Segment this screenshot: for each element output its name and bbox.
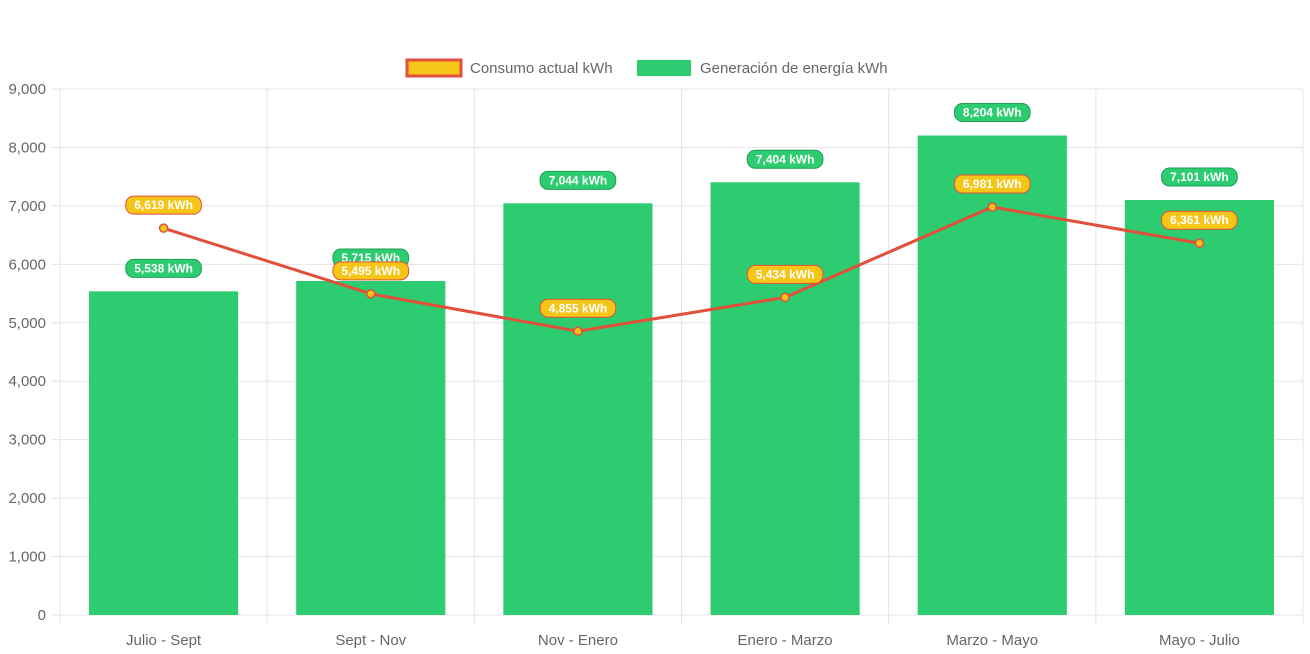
line-data-label: 6,981 kWh (953, 174, 1031, 194)
line-data-label-bg (1161, 210, 1238, 230)
bar-data-label-text: 8,204 kWh (963, 106, 1022, 120)
y-tick-label: 1,000 (8, 549, 46, 566)
line-data-label: 5,495 kWh (332, 261, 410, 281)
x-tick-label: Nov - Enero (538, 632, 618, 649)
line-data-label: 6,619 kWh (125, 195, 202, 215)
bar-data-label: 7,044 kWh (539, 170, 617, 190)
y-tick-label: 7,000 (8, 198, 46, 215)
y-tick-label: 3,000 (8, 432, 46, 449)
bar-data-label-text: 7,101 kWh (1170, 170, 1229, 184)
x-axis: Julio - Sept Sept - Nov Nov - Enero Enero -… (126, 632, 1240, 649)
legend-swatch-consumo (405, 58, 463, 78)
line-point (158, 223, 169, 233)
y-tick-label: 8,000 (8, 139, 46, 156)
bar-data-label-text: 7,044 kWh (549, 173, 608, 187)
line-data-label: 4,855 kWh (539, 298, 617, 318)
x-tick-label: Julio - Sept (126, 632, 202, 649)
x-tick-label: Marzo - Mayo (946, 632, 1038, 649)
y-tick-label: 9,000 (8, 81, 46, 98)
bar-data-label: 7,101 kWh (1161, 167, 1238, 187)
bar-data-label: 8,204 kWh (953, 103, 1031, 123)
bar-data-label-bg (1161, 167, 1238, 187)
legend-item-consumo[interactable]: Consumo actual kWh (405, 58, 613, 78)
line-point (366, 289, 376, 299)
bar (503, 203, 653, 616)
line-series (158, 202, 1205, 337)
consumption-line (163, 205, 1200, 333)
line-data-label-text: 5,434 kWh (756, 267, 815, 281)
line-data-label-bg (332, 261, 410, 281)
line-point (780, 292, 790, 303)
bar-data-label-text: 5,538 kWh (134, 261, 193, 275)
y-tick-label: 0 (38, 607, 46, 624)
x-tick-label: Sept - Nov (335, 632, 406, 649)
y-tick-label: 6,000 (8, 256, 46, 273)
legend-item-generacion[interactable]: Generación de energía kWh (637, 60, 888, 77)
bar (710, 182, 860, 615)
bar (1124, 199, 1274, 615)
bar-data-label: 5,538 kWh (125, 258, 202, 278)
bar (296, 280, 446, 615)
line-data-label-text: 5,495 kWh (341, 264, 400, 278)
line-point (987, 202, 997, 212)
bar-data-label: 7,404 kWh (746, 149, 824, 169)
line-data-label-bg (539, 298, 617, 318)
bar (89, 291, 239, 615)
y-tick-label: 5,000 (8, 315, 46, 332)
bar-data-label-bg (746, 149, 824, 169)
x-tick-label: Enero - Marzo (738, 632, 833, 649)
line-point (573, 326, 583, 337)
line-data-label-text: 6,981 kWh (963, 177, 1022, 191)
bar-data-label-bg (125, 258, 202, 278)
legend: Consumo actual kWh Generación de energía… (405, 58, 888, 78)
line-data-label-text: 6,361 kWh (1170, 213, 1229, 227)
legend-swatch-generacion (637, 60, 691, 76)
bar-data-label-bg (539, 170, 617, 190)
bar-data-label-text: 7,404 kWh (756, 152, 815, 166)
line-point (1194, 238, 1205, 248)
legend-label-consumo: Consumo actual kWh (470, 60, 613, 77)
y-tick-label: 4,000 (8, 373, 46, 390)
y-axis: 0 1,000 2,000 3,000 4,000 5,000 6,000 7,000 8,00… (8, 81, 46, 624)
line-data-label-text: 6,619 kWh (134, 198, 193, 212)
gridlines (52, 88, 1304, 625)
bar-data-label-bg (953, 103, 1031, 123)
legend-label-generacion: Generación de energía kWh (700, 60, 888, 77)
line-data-label-text: 4,855 kWh (549, 301, 608, 315)
line-data-label: 6,361 kWh (1161, 210, 1238, 230)
y-tick-label: 2,000 (8, 490, 46, 507)
x-tick-label: Mayo - Julio (1159, 632, 1240, 649)
bar-series (89, 135, 1274, 616)
line-data-label: 5,434 kWh (746, 264, 824, 284)
line-data-label-bg (953, 174, 1031, 194)
line-data-label-bg (746, 264, 824, 284)
line-data-label-bg (125, 195, 202, 215)
